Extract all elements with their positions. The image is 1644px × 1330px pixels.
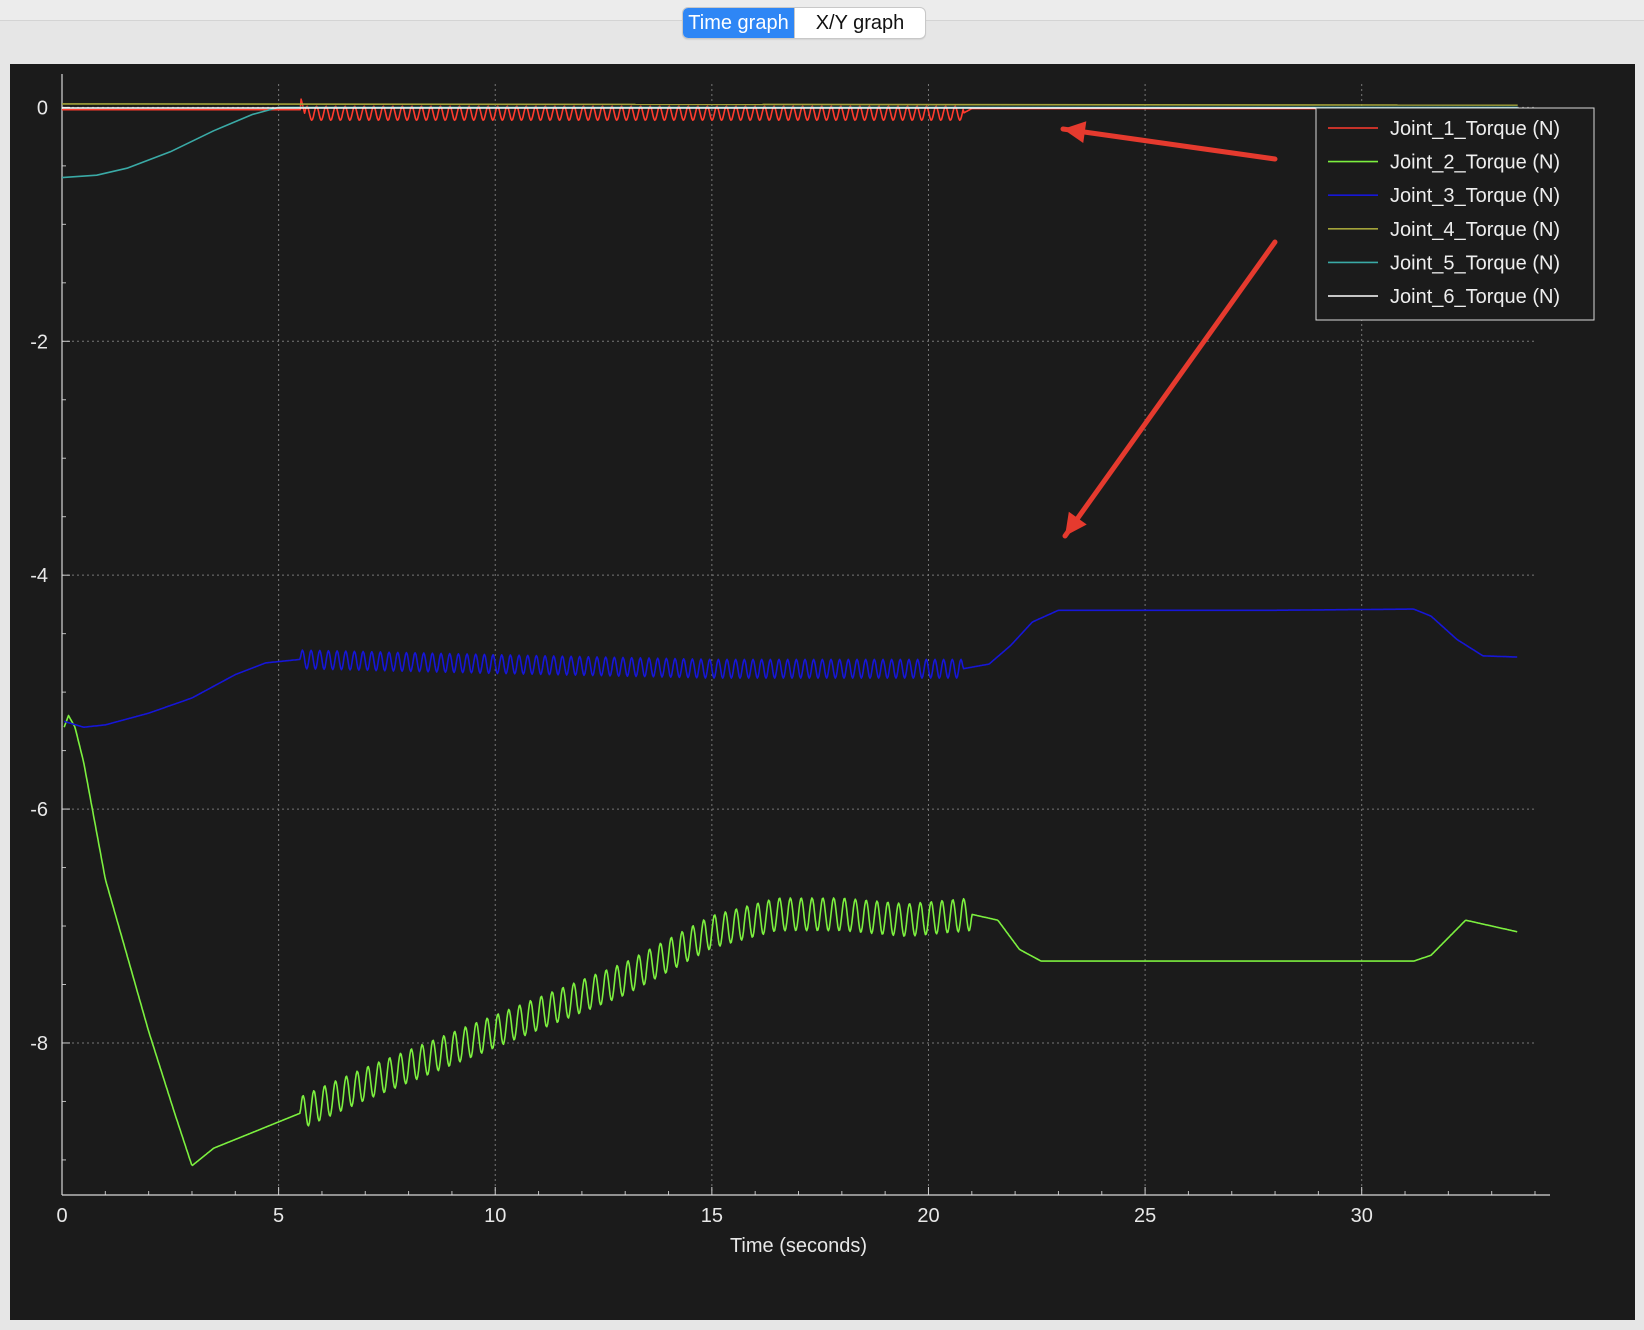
x-tick-label: 25 [1134, 1205, 1156, 1227]
graph-mode-segmented-control[interactable]: Time graph X/Y graph [682, 7, 926, 39]
x-tick-label: 30 [1351, 1205, 1373, 1227]
x-tick-label: 10 [484, 1205, 506, 1227]
y-tick-label: -4 [30, 565, 48, 587]
y-tick-label: 0 [37, 97, 48, 119]
series-line-joint-3 [64, 608, 1518, 728]
legend-label-joint-2: Joint_2_Torque (N) [1390, 152, 1560, 174]
legend: Joint_1_Torque (N) Joint_2_Torque (N) Join… [1315, 107, 1595, 321]
tab-xy-graph[interactable]: X/Y graph [794, 8, 925, 38]
y-tick-label: -8 [30, 1033, 48, 1055]
annotation-arrow-1-shaft [1060, 126, 1278, 162]
y-tick-label: -2 [30, 331, 48, 353]
annotation-arrow-2-shaft [1062, 239, 1278, 539]
axes: 0 5 10 15 20 25 30 0 -2 -4 -6 -8 [30, 74, 1550, 1227]
time-graph-chart[interactable]: 0 5 10 15 20 25 30 0 -2 -4 -6 -8 Joint_1_Torque (N)… [10, 64, 1635, 1320]
annotation-arrow-2-head [1065, 511, 1087, 536]
annotation-arrows [1060, 121, 1278, 539]
y-tick-label: -6 [30, 799, 48, 821]
x-axis-label: Time (seconds) [730, 1235, 867, 1257]
series-lines [61, 98, 1518, 1167]
legend-label-joint-3: Joint_3_Torque (N) [1390, 185, 1560, 207]
x-tick-label: 15 [701, 1205, 723, 1227]
legend-label-joint-6: Joint_6_Torque (N) [1390, 286, 1560, 308]
legend-label-joint-5: Joint_5_Torque (N) [1390, 252, 1560, 274]
x-tick-label: 20 [917, 1205, 939, 1227]
tab-time-graph[interactable]: Time graph [683, 8, 794, 38]
annotation-arrow-1-head [1063, 121, 1087, 143]
series-line-joint-4 [61, 103, 1518, 106]
x-tick-label: 5 [273, 1205, 284, 1227]
series-line-joint-1 [62, 98, 1518, 121]
x-tick-label: 0 [56, 1205, 67, 1227]
grid [62, 84, 1535, 1195]
series-line-joint-2 [63, 714, 1518, 1167]
legend-label-joint-1: Joint_1_Torque (N) [1390, 118, 1560, 140]
legend-box [1315, 107, 1595, 321]
legend-label-joint-4: Joint_4_Torque (N) [1390, 219, 1560, 241]
